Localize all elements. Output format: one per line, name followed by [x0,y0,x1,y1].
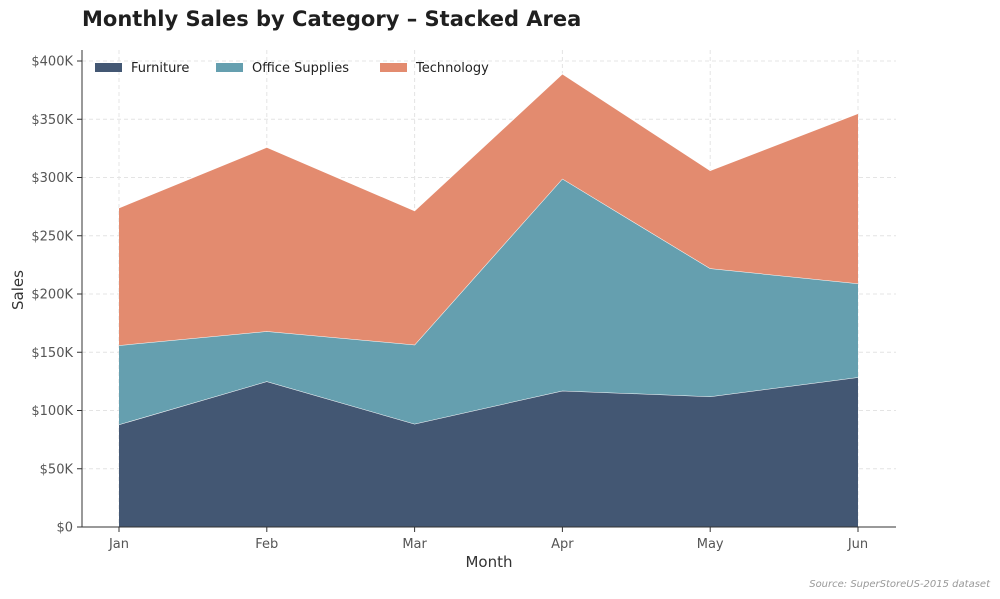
x-tick-label: Apr [551,537,574,552]
y-tick-label: $300K [31,171,73,186]
area-office-supplies [119,178,858,425]
chart-title: Monthly Sales by Category – Stacked Area [82,7,581,31]
x-axis-label: Month [465,553,512,571]
x-tick-label: May [697,537,724,552]
legend-label: Office Supplies [252,61,349,76]
legend-swatch-technology [380,63,407,72]
y-tick-label: $100K [31,404,73,419]
legend-label: Furniture [131,61,189,76]
y-tick-label: $150K [31,346,73,361]
y-tick-label: $50K [40,462,74,477]
y-axis-label: Sales [9,270,27,310]
area-series [118,73,859,527]
legend: Furniture Office Supplies Technology [95,61,489,76]
x-tick-label: Mar [402,537,427,552]
legend-label: Technology [415,61,489,76]
area-edge-technology [118,73,859,212]
legend-swatch-furniture [95,63,122,72]
y-tick-label: $250K [31,229,73,244]
y-tick-label: $350K [31,113,73,128]
y-tick-label: $0 [56,521,73,536]
legend-swatch-office-supplies [216,63,243,72]
y-tick-label: $400K [31,55,73,70]
x-tick-label: Jan [108,537,129,552]
area-furniture [119,377,858,527]
axes: $0 $50K $100K $150K $200K $250K $300K $350K $400… [31,50,896,552]
y-tick-label: $200K [31,288,73,303]
source-note: Source: SuperStoreUS-2015 dataset [809,579,991,590]
x-tick-label: Feb [255,537,278,552]
x-tick-label: Jun [847,537,868,552]
area-technology [119,73,858,346]
